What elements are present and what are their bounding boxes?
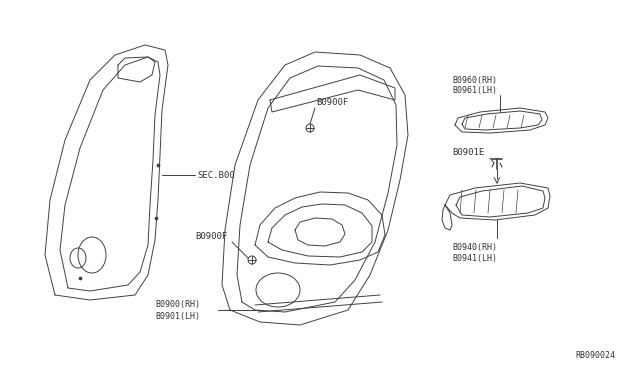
Text: B0900F: B0900F	[316, 97, 348, 106]
Text: SEC.B00: SEC.B00	[197, 170, 235, 180]
Text: RB090024: RB090024	[575, 350, 615, 359]
Text: B0961(LH): B0961(LH)	[452, 86, 497, 94]
Text: B0901(LH): B0901(LH)	[155, 312, 200, 321]
Text: B0940(RH): B0940(RH)	[452, 243, 497, 251]
Text: B0900F: B0900F	[195, 231, 227, 241]
Text: B0960(RH): B0960(RH)	[452, 76, 497, 84]
Text: B0901E: B0901E	[452, 148, 484, 157]
Text: B0941(LH): B0941(LH)	[452, 253, 497, 263]
Text: B0900(RH): B0900(RH)	[155, 301, 200, 310]
